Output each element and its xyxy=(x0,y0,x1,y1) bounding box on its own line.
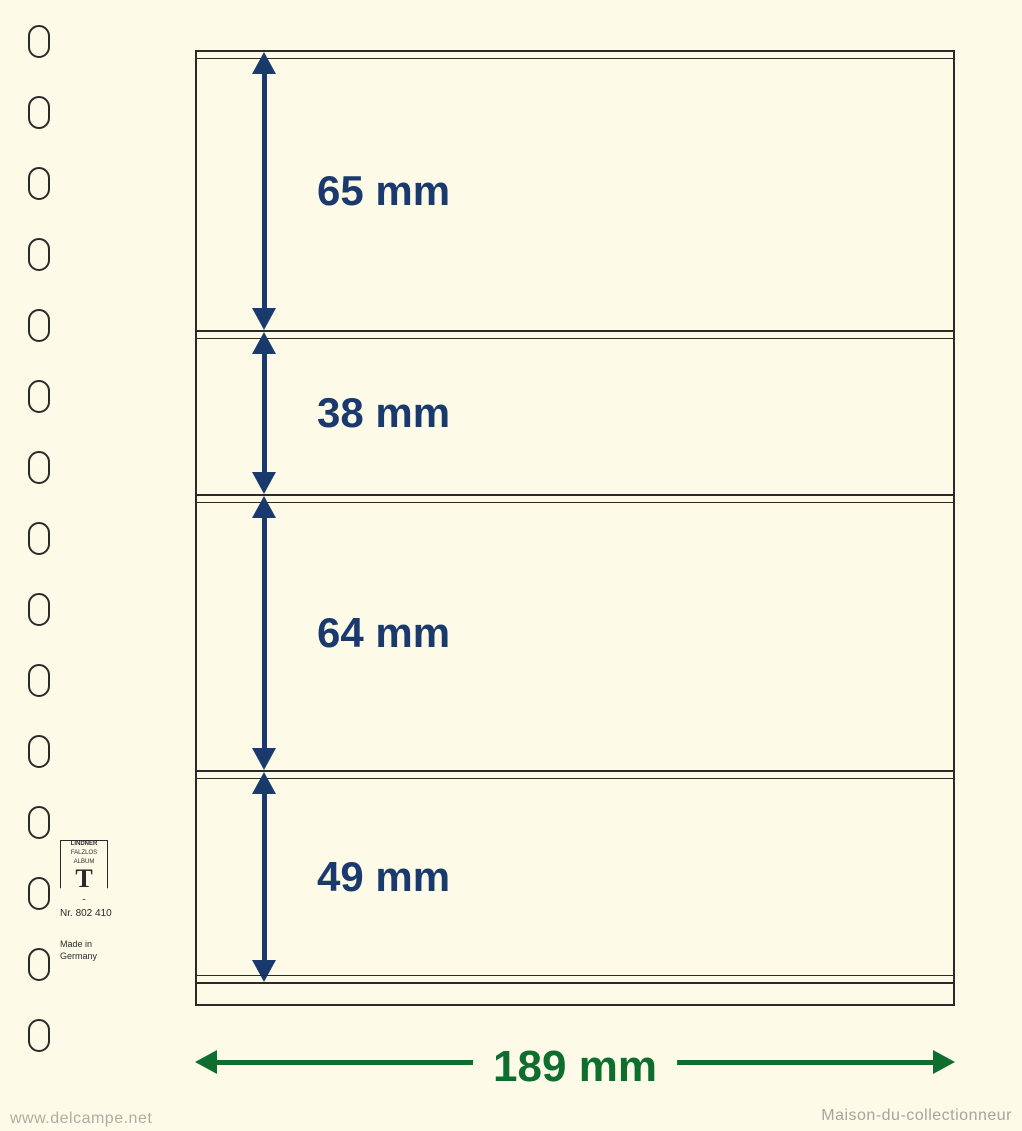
hole xyxy=(28,96,50,129)
height-label: 38 mm xyxy=(317,389,450,437)
width-label: 189 mm xyxy=(473,1042,677,1092)
width-dimension: 189 mm xyxy=(195,1045,955,1105)
hole xyxy=(28,309,50,342)
logo-shield-icon: LINDNER FALZLOS ALBUM T xyxy=(60,840,108,900)
row-inner-line-bottom xyxy=(197,975,953,976)
height-label: 64 mm xyxy=(317,609,450,657)
binder-holes xyxy=(28,25,50,1052)
hole xyxy=(28,877,50,910)
hole xyxy=(28,25,50,58)
row-4: 49 mm xyxy=(197,772,953,984)
row-3: 64 mm xyxy=(197,496,953,772)
row-inner-line xyxy=(197,778,953,779)
row-inner-line xyxy=(197,58,953,59)
hole xyxy=(28,948,50,981)
logo-brand: LINDNER xyxy=(61,841,107,847)
watermark-left: www.delcampe.net xyxy=(10,1110,152,1128)
hole xyxy=(28,522,50,555)
made-in-line2: Germany xyxy=(60,951,115,963)
logo-letter: T xyxy=(61,867,107,890)
height-arrow-icon xyxy=(262,350,267,476)
item-prefix: Nr. xyxy=(60,908,73,919)
row-2: 38 mm xyxy=(197,332,953,496)
page-frame: 65 mm 38 mm 64 mm 49 mm xyxy=(195,50,955,1006)
hole xyxy=(28,380,50,413)
hole xyxy=(28,593,50,626)
hole xyxy=(28,806,50,839)
hole xyxy=(28,238,50,271)
height-arrow-icon xyxy=(262,70,267,312)
height-arrow-icon xyxy=(262,790,267,964)
hole xyxy=(28,167,50,200)
made-in-line1: Made in xyxy=(60,939,115,951)
item-number: Nr. 802 410 xyxy=(60,908,115,919)
row-inner-line xyxy=(197,502,953,503)
watermark-right: Maison-du-collectionneur xyxy=(821,1107,1012,1125)
hole xyxy=(28,735,50,768)
height-label: 49 mm xyxy=(317,853,450,901)
height-label: 65 mm xyxy=(317,167,450,215)
footer-row xyxy=(197,984,953,1004)
hole xyxy=(28,451,50,484)
hole xyxy=(28,1019,50,1052)
hole xyxy=(28,664,50,697)
logo-text-1: FALZLOS xyxy=(61,848,107,857)
row-inner-line xyxy=(197,338,953,339)
made-in: Made in Germany xyxy=(60,939,115,962)
row-1: 65 mm xyxy=(197,52,953,332)
height-arrow-icon xyxy=(262,514,267,752)
item-number-value: 802 410 xyxy=(76,908,112,919)
brand-logo-area: LINDNER FALZLOS ALBUM T Nr. 802 410 Made… xyxy=(60,840,115,962)
